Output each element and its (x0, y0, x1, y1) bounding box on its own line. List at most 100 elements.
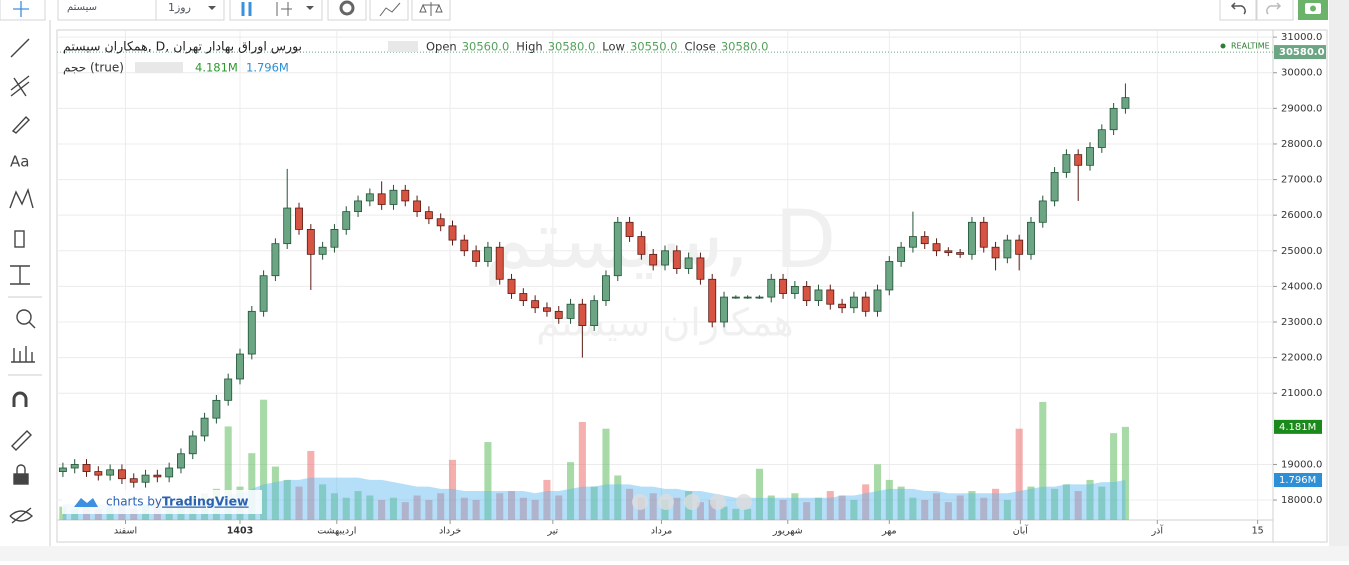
ohlc-name: High (516, 40, 542, 54)
candle-body (271, 243, 280, 277)
candle-body (968, 221, 976, 255)
legend: همکاران سیستم, D, بورس اوراق بهادار تهرا… (63, 39, 1270, 75)
candle-body (389, 189, 398, 205)
watermark: سیستم, D همکاران سیستم (484, 193, 836, 345)
ohlc-name: Close (685, 40, 716, 54)
legend-buttons[interactable] (388, 41, 418, 52)
style-buttons[interactable] (229, 0, 323, 21)
volume-bar (661, 499, 669, 520)
brush-tool[interactable] (11, 115, 30, 134)
volume-bar (342, 497, 350, 520)
y-tick-label: 21000.0 (1281, 388, 1322, 399)
trend-line-tool[interactable] (10, 38, 30, 58)
volume-bar (755, 468, 763, 520)
y-tick-label: 28000.0 (1281, 139, 1322, 150)
stay-drawing-tool[interactable] (11, 430, 32, 451)
candle-body (814, 289, 823, 302)
volume-bar (378, 499, 386, 520)
candle-body (908, 236, 917, 248)
ohlc-value: 30550.0 (630, 40, 678, 54)
pattern-tool[interactable] (9, 187, 34, 209)
magnet-tool[interactable] (12, 391, 28, 407)
reset[interactable] (684, 494, 700, 510)
volume-bar (366, 495, 374, 520)
text-tool[interactable]: Aa (10, 153, 29, 171)
candle-body (177, 453, 185, 469)
volume-bar (732, 508, 740, 520)
right-strip (1329, 0, 1349, 561)
candle-body (236, 353, 244, 380)
zoom-handle (28, 321, 36, 329)
candle-body (365, 193, 374, 202)
volume-bar (814, 497, 823, 520)
hide-tool[interactable] (9, 507, 34, 524)
candle-body (613, 221, 622, 277)
fib-tool[interactable] (10, 75, 30, 97)
volume-bar (555, 495, 563, 520)
candle-body (377, 193, 386, 205)
search-text: سیستم (67, 2, 97, 13)
volume-bar (590, 486, 598, 520)
volume-bar (1051, 488, 1059, 520)
tv-logo (74, 498, 98, 507)
volume-bar (791, 493, 799, 520)
scroll-left[interactable] (632, 494, 648, 510)
x-tick-label: 15 (1252, 526, 1264, 537)
settings-button[interactable] (327, 0, 367, 21)
y-tick-label: 24000.0 (1281, 281, 1322, 292)
candle-body (495, 246, 504, 280)
y-tick-label: 25000.0 (1281, 246, 1322, 257)
candle-body (543, 307, 551, 312)
volume-axis-label: 4.181M (1279, 422, 1316, 433)
candle-body (602, 275, 610, 302)
candle-body (153, 474, 162, 478)
volume-bar (94, 508, 102, 520)
candle-body (790, 285, 799, 294)
prediction-tool[interactable] (14, 230, 25, 248)
volume-ma-axis-label: 1.796M (1279, 475, 1316, 486)
last-price-box (1274, 45, 1326, 60)
branding: charts by TradingView (62, 490, 262, 514)
volume-bar (932, 493, 941, 520)
candle-body (590, 300, 599, 326)
volume-bar (425, 499, 433, 520)
scroll-right[interactable] (736, 494, 752, 510)
crosshair-button[interactable] (0, 0, 46, 21)
candle-body (920, 236, 929, 245)
candle-body (318, 246, 327, 255)
measure-tool[interactable] (10, 265, 30, 285)
zoom-out[interactable] (658, 494, 674, 510)
volume-tool[interactable] (11, 346, 35, 363)
volume-bar (1121, 426, 1129, 520)
volume-bar (437, 493, 445, 520)
candle-body (767, 278, 776, 298)
undo-button[interactable] (1219, 0, 1257, 21)
volume-bar (248, 453, 256, 520)
redo-button[interactable] (1256, 0, 1294, 21)
volume-bar (873, 464, 882, 520)
volume-bar (909, 497, 917, 520)
bars-icon (276, 2, 292, 16)
lock-tool[interactable] (13, 473, 29, 485)
candle-body (436, 218, 445, 227)
interval-select[interactable] (155, 0, 225, 21)
volume-bar (1086, 479, 1094, 520)
volume-bar (826, 491, 834, 520)
candle-body (873, 289, 882, 312)
scroll-controls (632, 494, 752, 510)
legend-buttons[interactable] (135, 62, 183, 73)
candle-body (708, 278, 717, 323)
zoom-tool[interactable] (16, 309, 32, 325)
compare-icon (419, 2, 443, 16)
y-tick-label: 18000.0 (1281, 495, 1322, 506)
zoom-in[interactable] (710, 494, 726, 510)
volume-bar (496, 493, 504, 520)
volume-bar (850, 499, 858, 520)
volume-bar (1039, 401, 1047, 520)
volume-bar (484, 442, 492, 520)
x-tick-label: اسفند (114, 526, 137, 537)
volume-bar (1062, 484, 1070, 520)
candle-body (519, 293, 528, 302)
branding-link[interactable]: TradingView (162, 494, 249, 509)
dropdown-arrow (306, 6, 314, 10)
